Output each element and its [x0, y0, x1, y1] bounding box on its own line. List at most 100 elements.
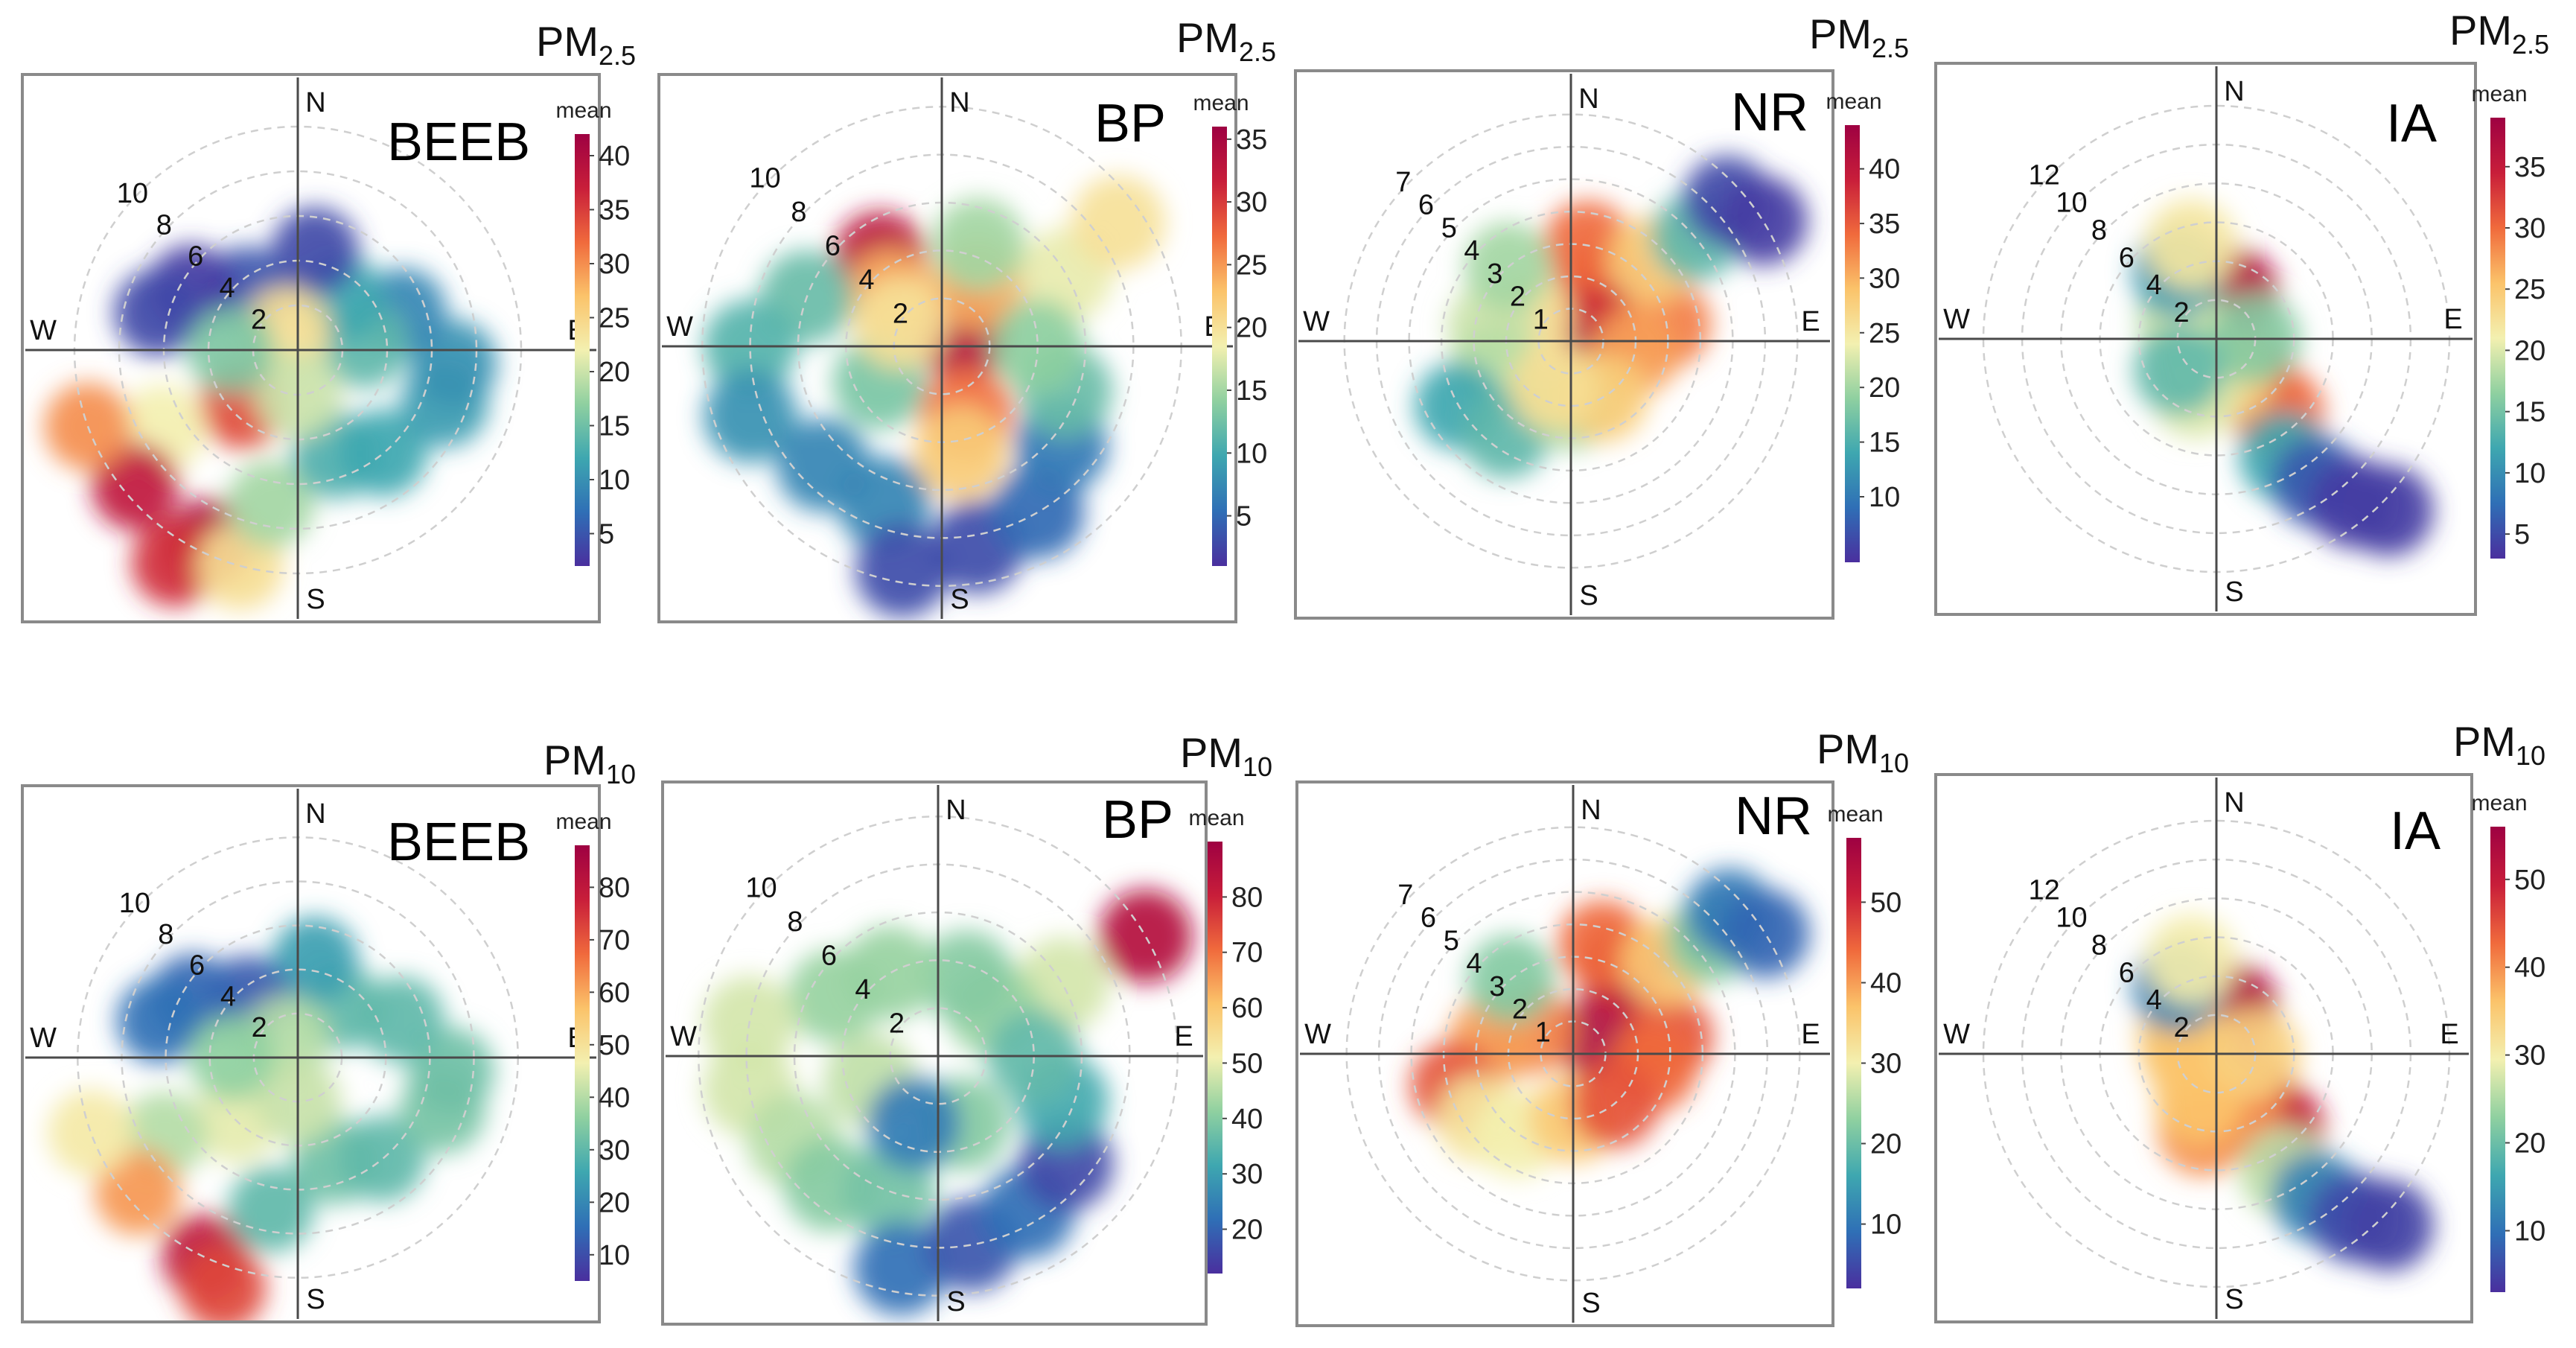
colorbar-tick-label: 80 [599, 872, 630, 903]
radial-tick-label: 8 [787, 906, 803, 938]
colorbar-tick-label: 20 [599, 357, 630, 388]
colorbar-tick-label: 50 [1870, 887, 1901, 918]
colorbar-tick-label: 5 [1236, 501, 1252, 532]
compass-north: N [949, 87, 969, 118]
colorbar-tick-label: 50 [1231, 1048, 1263, 1079]
colorbar-tick-label: 20 [1869, 372, 1900, 404]
compass-west: W [1303, 306, 1330, 337]
compass-west: W [1943, 304, 1970, 335]
colorbar-tick-label: 35 [2514, 152, 2545, 183]
radial-tick-label: 4 [2146, 985, 2162, 1016]
colorbar-tick-label: 40 [1231, 1104, 1263, 1135]
radial-tick-label: 12 [2028, 875, 2059, 906]
colorbar-tick-label: 10 [599, 465, 630, 496]
heat-surface [2132, 199, 2434, 556]
colorbar-tick-label: 10 [599, 1240, 630, 1271]
compass-north: N [305, 798, 325, 830]
radial-tick-label: 4 [220, 981, 236, 1012]
colorbar-tick-label: 50 [599, 1030, 630, 1061]
colorbar-tick-label: 20 [2514, 335, 2545, 366]
radial-tick-label: 6 [1418, 190, 1434, 221]
radial-tick-label: 6 [189, 950, 205, 982]
radial-tick-label: 10 [749, 163, 780, 194]
heat-surface [703, 176, 1166, 617]
radial-tick-label: 2 [893, 299, 908, 330]
compass-north: N [2224, 76, 2244, 107]
pollutant-title: PM2.5 [2449, 7, 2549, 60]
colorbar-title: mean [1193, 91, 1249, 115]
colorbar-tick-label: 70 [1231, 938, 1263, 969]
heat-blob [272, 917, 358, 1003]
colorbar-tick-label: 10 [1236, 438, 1267, 469]
radial-tick-label: 10 [2056, 903, 2087, 934]
site-label: BP [1094, 94, 1166, 153]
heat-blob [48, 1090, 134, 1176]
colorbar-title: mean [1827, 802, 1883, 827]
radial-tick-label: 6 [1421, 903, 1436, 934]
radial-tick-label: 2 [2174, 297, 2190, 328]
radial-tick-label: 8 [2091, 214, 2107, 246]
colorbar-tick-label: 20 [2514, 1128, 2545, 1160]
colorbar-tick-label: 30 [1870, 1049, 1901, 1080]
pollutant-title: PM2.5 [1176, 14, 1276, 67]
radial-tick-label: 3 [1487, 258, 1502, 290]
colorbar-tick-label: 60 [599, 977, 630, 1008]
radial-tick-label: 8 [156, 209, 172, 241]
heat-blob [131, 519, 219, 607]
colorbar-tick-label: 10 [2514, 1216, 2545, 1247]
colorbar-tick-label: 30 [599, 1135, 630, 1166]
radial-tick-label: 10 [119, 888, 150, 919]
radial-tick-label: 6 [821, 941, 837, 972]
radial-tick-label: 4 [1466, 948, 1482, 979]
radial-tick-label: 6 [2119, 242, 2135, 273]
pollutant-title: PM2.5 [1809, 10, 1909, 63]
colorbar-tick-label: 30 [2514, 1040, 2545, 1072]
radial-tick-label: 6 [188, 241, 203, 273]
radial-tick-label: 12 [2028, 160, 2059, 191]
compass-north: N [946, 795, 966, 826]
heat-blob [2146, 199, 2237, 291]
compass-south: S [1581, 1288, 1600, 1319]
colorbar-tick-label: 5 [2514, 519, 2530, 550]
compass-south: S [2225, 1284, 2243, 1315]
pollutant-title: PM10 [2453, 718, 2545, 771]
colorbar-tick-label: 40 [599, 1082, 630, 1113]
colorbar-tick-label: 15 [2514, 397, 2545, 428]
colorbar-tick-label: 30 [1236, 187, 1267, 218]
compass-west: W [670, 1021, 697, 1052]
compass-north: N [2224, 787, 2244, 818]
colorbar-title: mean [1188, 806, 1244, 830]
colorbar-tick-label: 35 [1236, 124, 1267, 156]
compass-west: W [30, 315, 57, 346]
colorbar-tick-label: 5 [599, 519, 614, 550]
pollutant-title: PM10 [1817, 725, 1909, 778]
radial-tick-label: 6 [825, 231, 841, 262]
colorbar-tick-label: 15 [599, 411, 630, 442]
site-label: IA [2390, 801, 2440, 861]
compass-east: E [2440, 1019, 2458, 1050]
colorbar-title: mean [555, 98, 611, 123]
radial-tick-label: 1 [1533, 304, 1549, 335]
colorbar-tick-label: 50 [2514, 865, 2545, 896]
colorbar-tick-label: 70 [599, 925, 630, 956]
radial-tick-label: 4 [858, 264, 874, 296]
colorbar-tick-label: 30 [1869, 263, 1900, 294]
colorbar-title: mean [1826, 89, 1881, 114]
heat-blob [2342, 1180, 2434, 1271]
heat-blob [113, 268, 202, 357]
colorbar-tick-label: 35 [1869, 209, 1900, 240]
colorbar-tick-label: 10 [1870, 1209, 1901, 1241]
colorbar-tick-label: 40 [599, 141, 630, 172]
pollutant-title: PM10 [1180, 729, 1272, 782]
heat-blob [271, 207, 360, 295]
colorbar [1846, 838, 1861, 1288]
radial-tick-label: 2 [1510, 282, 1525, 313]
compass-south: S [306, 584, 325, 615]
colorbar [2490, 118, 2505, 559]
radial-tick-label: 10 [117, 178, 148, 209]
